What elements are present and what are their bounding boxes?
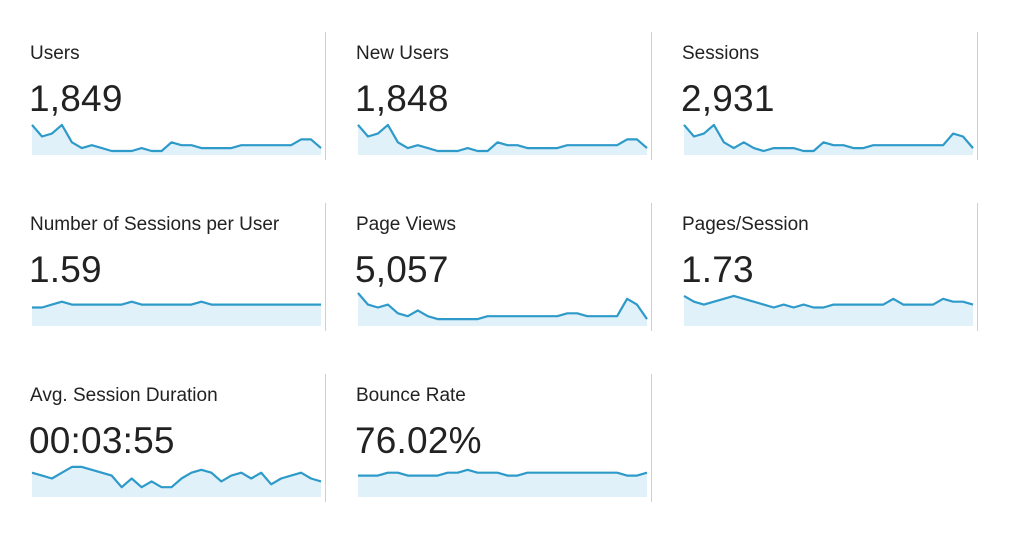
metric-label: New Users xyxy=(356,43,449,64)
metric-tile-bounce-rate[interactable]: Bounce Rate 76.02% xyxy=(326,352,652,512)
sparkline-chart xyxy=(683,123,974,155)
tile-divider xyxy=(651,203,652,331)
metric-tile-users[interactable]: Users 1,849 xyxy=(0,10,326,170)
metric-value: 00:03:55 xyxy=(29,420,175,461)
metric-value: 1,849 xyxy=(29,78,123,119)
tile-divider xyxy=(325,32,326,160)
metric-label: Pages/Session xyxy=(682,214,809,235)
metric-label: Sessions xyxy=(682,43,760,64)
metric-tile-sessions-per-user[interactable]: Number of Sessions per User 1.59 xyxy=(0,181,326,341)
sparkline-chart xyxy=(357,123,648,155)
sparkline-line xyxy=(683,294,974,309)
metric-label: Users xyxy=(30,43,80,64)
sparkline-chart xyxy=(683,294,974,326)
sparkline-line xyxy=(358,468,648,477)
sparkline-chart xyxy=(31,123,322,155)
sparkline-area xyxy=(358,124,647,155)
metric-value: 1.59 xyxy=(29,249,102,290)
metric-value: 2,931 xyxy=(681,78,775,119)
metric-label: Page Views xyxy=(356,214,456,235)
tile-divider xyxy=(325,203,326,331)
sparkline-line xyxy=(31,465,322,489)
tile-divider xyxy=(651,374,652,502)
metric-tile-new-users[interactable]: New Users 1,848 xyxy=(326,10,652,170)
sparkline-line xyxy=(683,123,974,153)
metric-value: 1.73 xyxy=(681,249,754,290)
metric-tile-avg-session-duration[interactable]: Avg. Session Duration 00:03:55 xyxy=(0,352,326,512)
tile-divider xyxy=(651,32,652,160)
sparkline-line xyxy=(32,300,321,309)
metric-label: Avg. Session Duration xyxy=(30,385,218,406)
sparkline-area xyxy=(32,124,321,155)
sparkline-line xyxy=(357,292,648,321)
sparkline-line xyxy=(357,123,648,153)
metric-tile-page-views[interactable]: Page Views 5,057 xyxy=(326,181,652,341)
metric-label: Bounce Rate xyxy=(356,385,466,406)
sparkline-area xyxy=(684,295,973,326)
tile-divider xyxy=(325,374,326,502)
sparkline-chart xyxy=(358,468,648,497)
metric-tile-sessions[interactable]: Sessions 2,931 xyxy=(652,10,978,170)
sparkline-chart xyxy=(357,292,648,326)
metric-tile-pages-per-session[interactable]: Pages/Session 1.73 xyxy=(652,181,978,341)
sparkline-area xyxy=(32,301,321,326)
metric-value: 1,848 xyxy=(355,78,449,119)
sparkline-area xyxy=(684,124,973,155)
sparkline-line xyxy=(31,123,322,153)
sparkline-chart xyxy=(31,465,322,497)
metric-label: Number of Sessions per User xyxy=(30,214,280,235)
metric-value: 76.02% xyxy=(355,420,482,461)
sparkline-area xyxy=(358,293,647,326)
metric-value: 5,057 xyxy=(355,249,449,290)
tile-divider xyxy=(977,32,978,160)
sparkline-chart xyxy=(32,300,321,326)
tile-divider xyxy=(977,203,978,331)
